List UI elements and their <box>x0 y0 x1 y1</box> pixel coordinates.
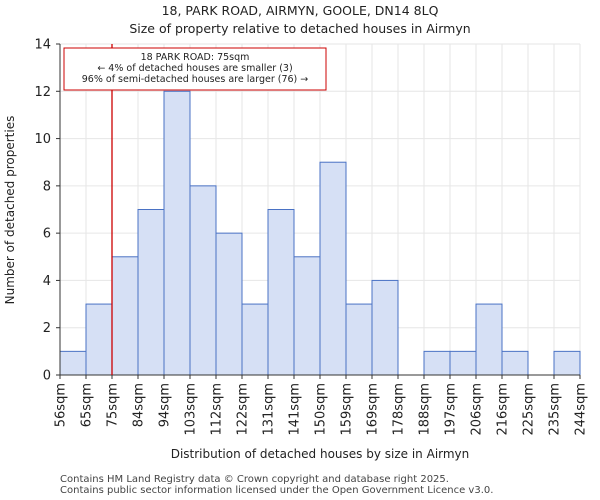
chart-title: 18, PARK ROAD, AIRMYN, GOOLE, DN14 8LQ <box>161 3 439 18</box>
y-tick-label: 12 <box>34 85 51 100</box>
x-tick-label: 188sqm <box>418 383 433 436</box>
bar-75sqm <box>111 256 139 376</box>
x-tick-label: 159sqm <box>340 383 355 436</box>
x-tick-label: 235sqm <box>548 383 563 436</box>
x-tick-label: 131sqm <box>262 383 277 436</box>
x-tick-label: 75sqm <box>106 383 121 427</box>
bar-141sqm <box>293 256 321 376</box>
x-tick-label: 94sqm <box>158 383 173 427</box>
x-tick-label: 216sqm <box>496 383 511 436</box>
x-tick-label: 141sqm <box>288 383 303 436</box>
chart-subtitle: Size of property relative to detached ho… <box>129 21 471 36</box>
bar-131sqm <box>267 209 295 376</box>
bar-150sqm <box>319 161 347 376</box>
y-tick-label: 14 <box>34 38 51 53</box>
annotation-line-1: 18 PARK ROAD: 75sqm <box>141 52 250 63</box>
bar-159sqm <box>345 303 373 376</box>
x-axis-label: Distribution of detached houses by size … <box>171 447 470 461</box>
x-tick-label: 65sqm <box>80 383 95 427</box>
bar-65sqm <box>85 303 113 376</box>
x-tick-label: 169sqm <box>366 383 381 436</box>
x-tick-label: 206sqm <box>470 383 485 436</box>
bar-235sqm <box>553 350 581 376</box>
y-tick-label: 8 <box>43 179 51 194</box>
x-tick-label: 225sqm <box>522 383 537 436</box>
bar-84sqm <box>137 209 165 376</box>
bar-122sqm <box>241 303 269 376</box>
y-tick-label: 2 <box>43 321 51 336</box>
annotation-line-3: 96% of semi-detached houses are larger (… <box>82 74 309 85</box>
x-tick-label: 84sqm <box>132 383 147 427</box>
y-tick-label: 10 <box>34 132 51 147</box>
x-tick-label: 122sqm <box>236 383 251 436</box>
footer-line-2: Contains public sector information licen… <box>60 485 494 496</box>
annotation-box <box>63 47 327 91</box>
annotation-line-2: ← 4% of detached houses are smaller (3) <box>97 63 292 74</box>
x-tick-label: 56sqm <box>54 383 69 427</box>
bar-206sqm <box>475 303 503 376</box>
bar-56sqm <box>59 350 87 376</box>
y-tick-label: 6 <box>43 227 51 242</box>
x-tick-label: 112sqm <box>210 383 225 436</box>
y-axis-label: Number of detached properties <box>3 116 17 305</box>
bar-197sqm <box>449 350 477 376</box>
footer-line-1: Contains HM Land Registry data © Crown c… <box>60 474 449 485</box>
x-tick-label: 150sqm <box>314 383 329 436</box>
bar-216sqm <box>501 350 529 376</box>
x-tick-label: 197sqm <box>444 383 459 436</box>
bar-188sqm <box>423 350 451 376</box>
x-tick-label: 244sqm <box>574 383 589 436</box>
x-tick-label: 103sqm <box>184 383 199 436</box>
y-tick-label: 4 <box>43 274 51 289</box>
bar-112sqm <box>215 232 243 376</box>
bar-103sqm <box>189 185 217 376</box>
bar-94sqm <box>163 90 191 376</box>
y-tick-label: 0 <box>43 369 51 384</box>
bar-169sqm <box>371 279 399 376</box>
x-tick-label: 178sqm <box>392 383 407 436</box>
